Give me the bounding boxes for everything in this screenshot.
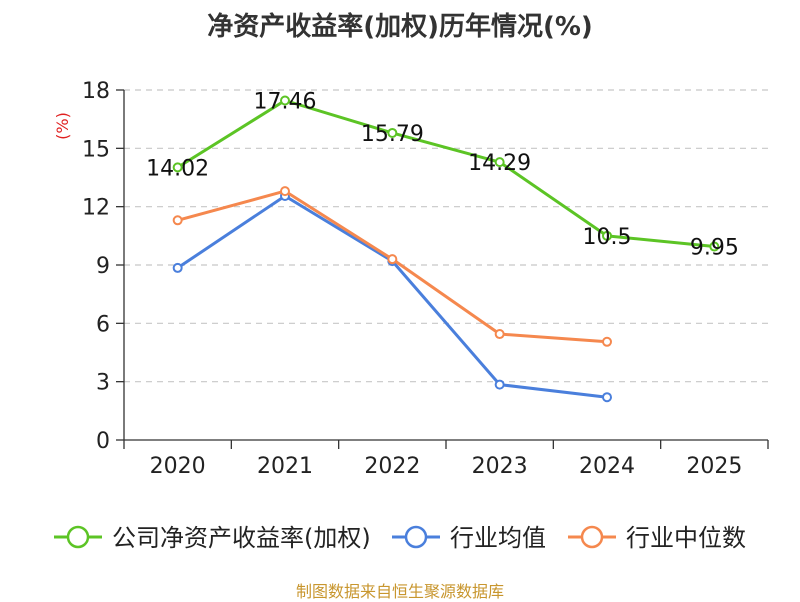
y-tick-label: 18 — [82, 79, 110, 104]
legend-marker — [580, 525, 604, 549]
data-point — [709, 241, 720, 252]
y-tick-label: 9 — [96, 254, 110, 279]
data-point — [280, 186, 290, 197]
y-tick-label: 0 — [96, 429, 110, 454]
x-tick-label: 2023 — [472, 454, 528, 479]
x-tick-label: 2021 — [257, 454, 313, 479]
x-tick-label: 2024 — [579, 454, 635, 479]
series-line — [177, 189, 608, 344]
legend-label: 公司净资产收益率(加权) — [112, 524, 371, 552]
legend-marker — [66, 525, 90, 549]
legend-label: 行业中位数 — [626, 524, 746, 552]
data-label: 9.95 — [690, 236, 739, 261]
y-tick-label: 12 — [82, 196, 110, 221]
data-point — [602, 392, 612, 403]
data-point — [172, 162, 183, 173]
data-label: 14.02 — [146, 156, 209, 181]
data-point — [280, 95, 290, 106]
data-label: 15.79 — [361, 122, 424, 147]
y-tick-label: 6 — [96, 312, 110, 337]
data-point — [602, 230, 612, 241]
y-tick-label: 3 — [96, 371, 110, 396]
data-label: 14.29 — [468, 151, 531, 176]
data-point — [602, 336, 612, 347]
axes: 0 3 6 9 12 15 18 2020 2021 2022 2023 2024 2025 (%) — [53, 79, 769, 479]
y-axis-label: (%) — [53, 112, 72, 140]
legend-label: 行业均值 — [450, 524, 546, 552]
data-point — [494, 329, 505, 340]
legend-marker — [404, 525, 428, 549]
data-label: 17.46 — [254, 90, 317, 115]
x-tick-label: 2025 — [686, 454, 742, 479]
data-point — [494, 157, 505, 168]
y-tick-label: 15 — [82, 137, 110, 162]
data-point — [172, 215, 183, 226]
x-tick-label: 2020 — [150, 454, 206, 479]
legend: 公司净资产收益率(加权) 行业均值 行业中位数 — [54, 524, 746, 552]
x-tick-label: 2022 — [364, 454, 420, 479]
data-point — [387, 254, 398, 265]
series-line — [176, 99, 715, 249]
data-label: 10.5 — [583, 225, 632, 250]
data-point — [172, 262, 183, 273]
series-group — [172, 95, 720, 403]
chart-title: 净资产收益率(加权)历年情况(%) — [207, 12, 593, 42]
source-note: 制图数据来自恒生聚源数据库 — [295, 582, 504, 601]
data-point — [494, 379, 505, 390]
gridlines — [124, 89, 768, 383]
data-point — [387, 127, 398, 138]
series-line — [176, 194, 608, 399]
data-labels: 14.02 17.46 15.79 14.29 10.5 9.95 — [146, 90, 739, 261]
